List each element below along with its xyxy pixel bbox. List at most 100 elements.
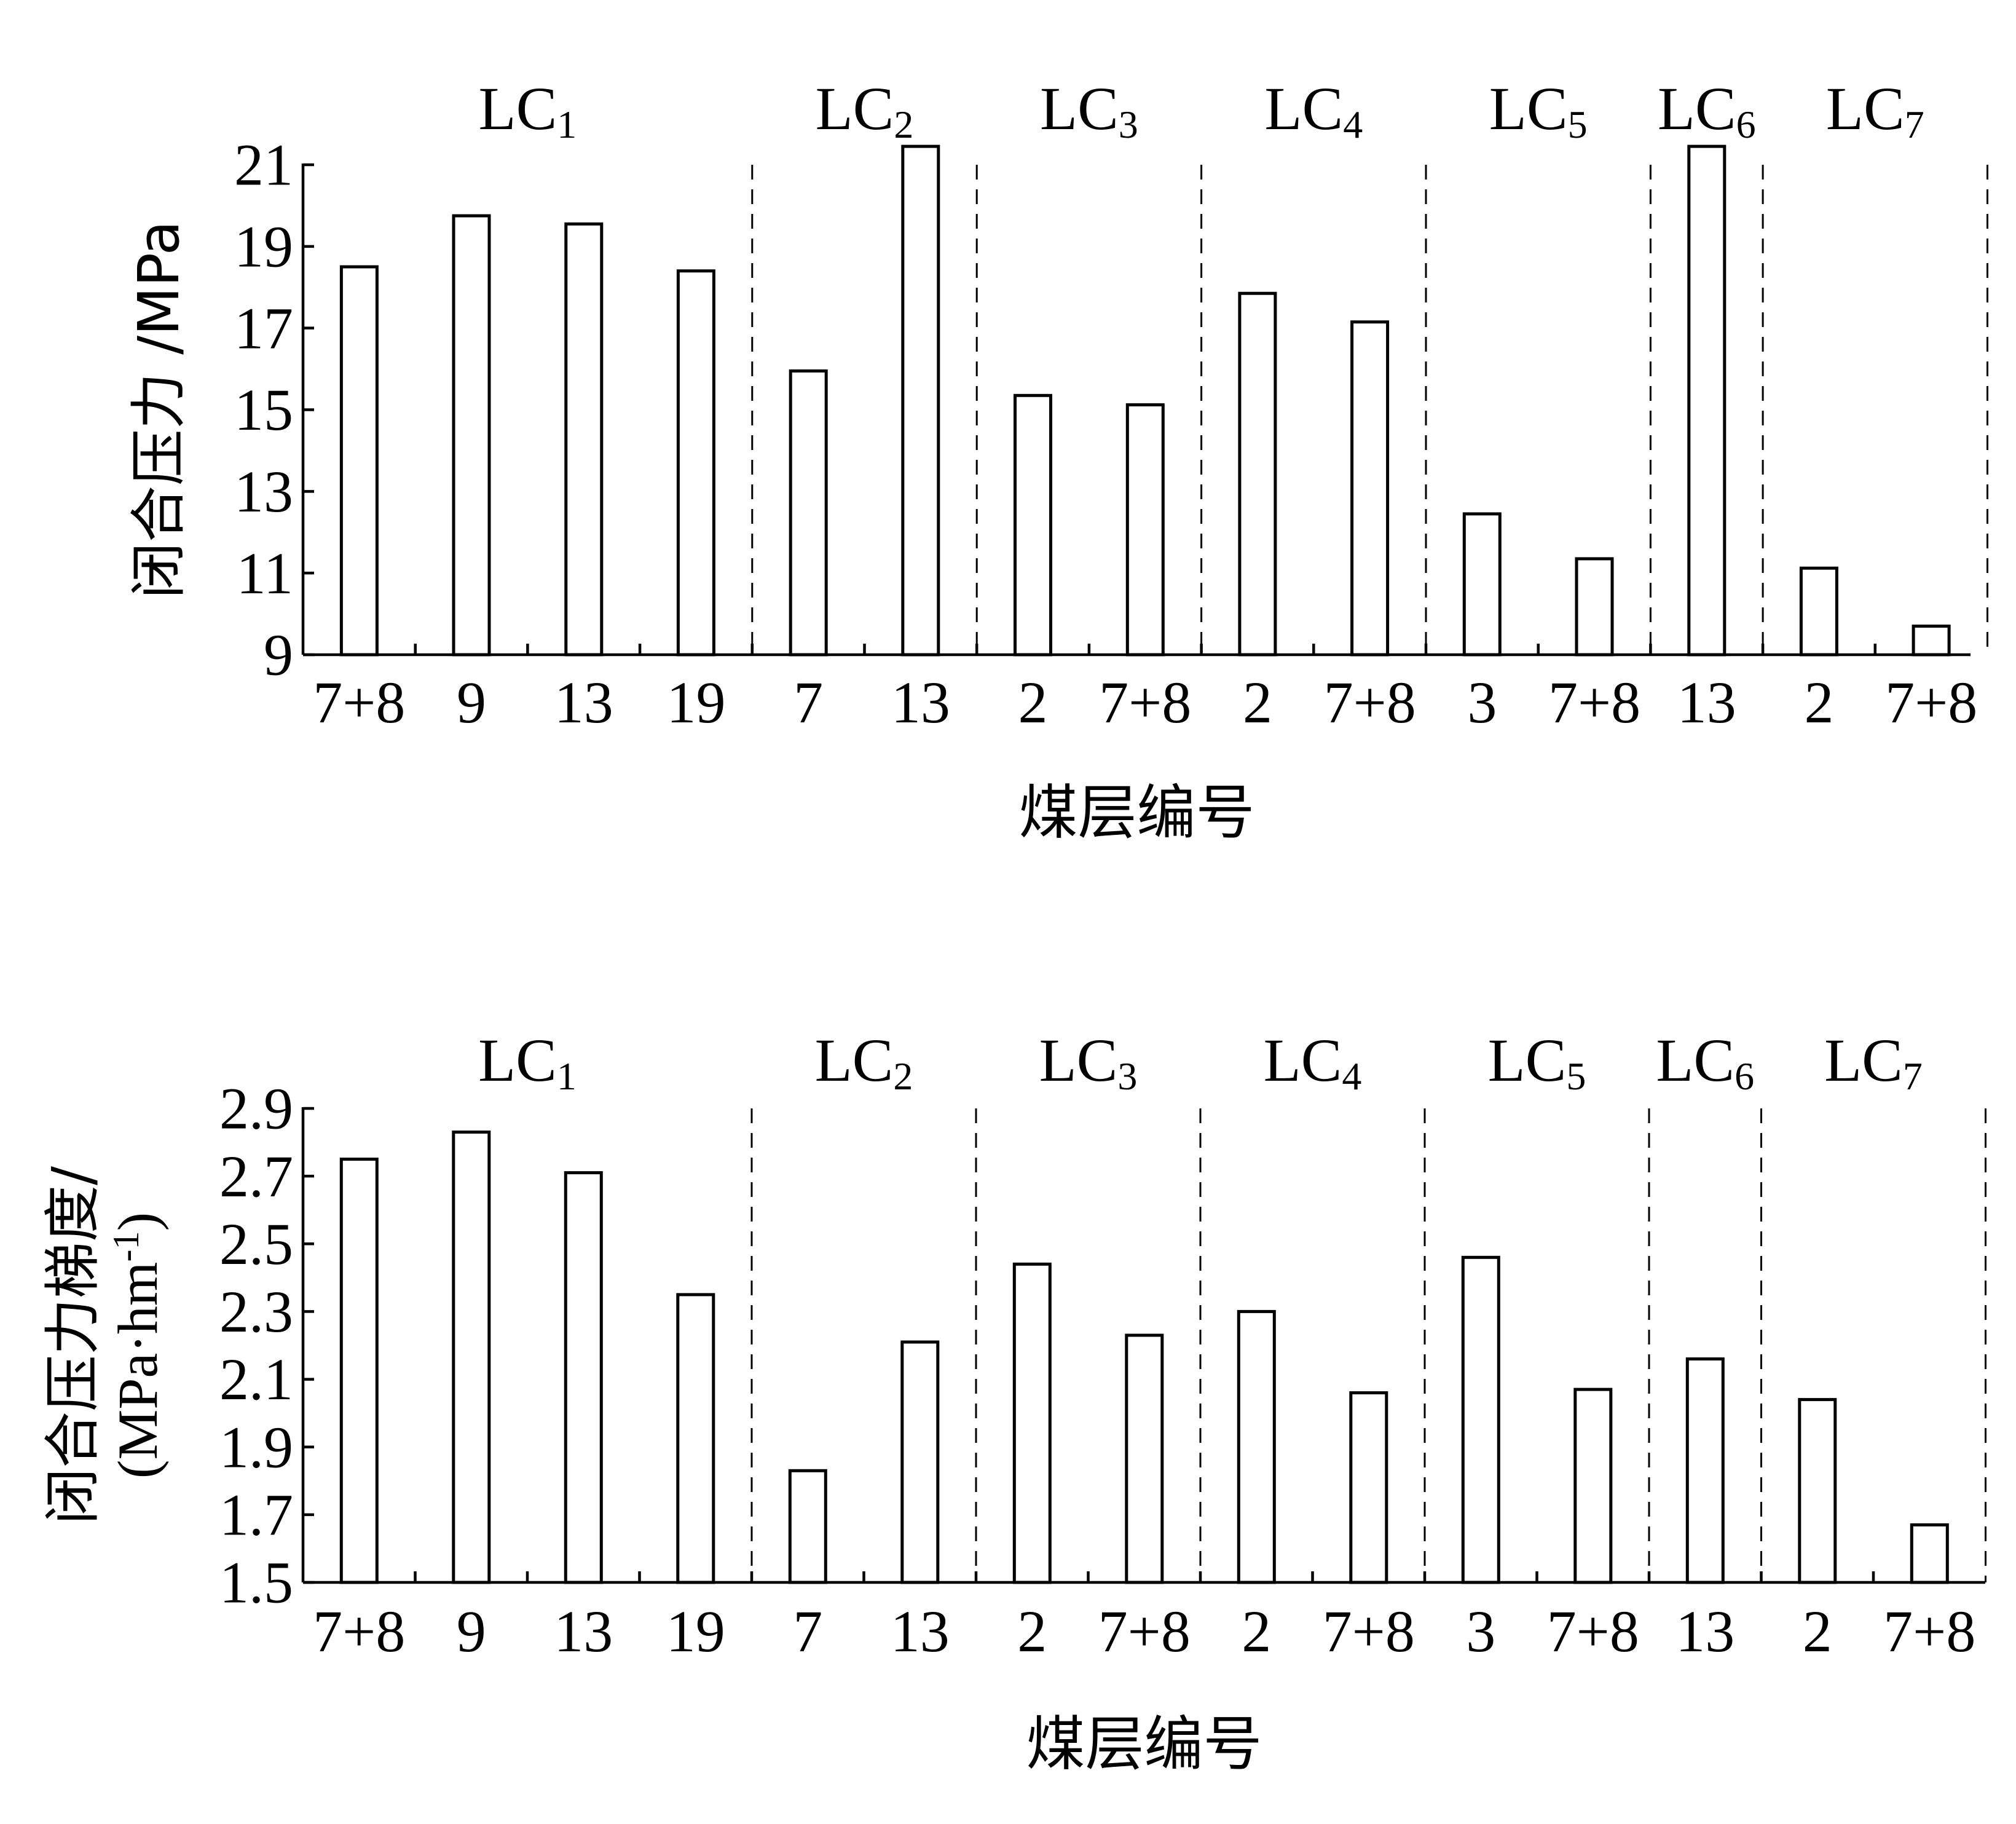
group-label-prefix: LC [478, 1026, 557, 1094]
group-label-lc1: LC1 [478, 1026, 577, 1098]
y-tick-label: 11 [237, 540, 293, 606]
bar-9 [1238, 291, 1277, 657]
x-tick-label: 7+8 [1547, 1598, 1639, 1664]
group-label-lc5: LC5 [1488, 1026, 1586, 1098]
bar-2 [452, 1131, 491, 1584]
group-label-subscript: 5 [1566, 1054, 1586, 1098]
y-axis-title-line-2: (MPa·hm-1) [106, 1212, 169, 1479]
x-tick-label: 7+8 [313, 669, 405, 735]
group-label-prefix: LC [1826, 74, 1905, 143]
group-label-prefix: LC [1489, 74, 1568, 143]
bar-7 [1012, 1262, 1052, 1584]
group-label-lc4: LC4 [1264, 74, 1363, 146]
x-tick-label: 13 [554, 669, 613, 735]
y-tick-label: 9 [264, 622, 293, 688]
bar-1 [339, 265, 379, 657]
x-tick-label: 13 [1675, 1598, 1734, 1664]
group-label-prefix: LC [1656, 1026, 1734, 1094]
y-tick-label: 19 [234, 213, 293, 279]
x-tick-label: 7+8 [1883, 1598, 1975, 1664]
bar-2 [452, 214, 491, 657]
group-label-subscript: 1 [557, 103, 577, 146]
bar-15 [1912, 625, 1951, 657]
y-tick-label: 2.9 [219, 1076, 293, 1142]
x-tick-label: 2 [1018, 669, 1048, 735]
group-label-prefix: LC [1824, 1026, 1903, 1094]
bar-5 [788, 1469, 827, 1584]
bar-8 [1125, 1333, 1164, 1584]
panel-2: 1.51.71.92.12.32.52.72.97+8 9 13 19 7 13 2 7+8 2… [40, 1026, 1986, 1779]
y-tick-label: 21 [234, 132, 293, 198]
y-tick-label: 13 [234, 459, 293, 524]
group-label-prefix: LC [1264, 1026, 1342, 1094]
bar-13 [1687, 144, 1727, 657]
group-label-subscript: 7 [1905, 103, 1924, 146]
bar-15 [1910, 1523, 1949, 1584]
group-label-subscript: 1 [557, 1054, 577, 1098]
bar-11 [1462, 512, 1502, 657]
x-axis-title: 煤层编号 [1019, 778, 1255, 847]
y-axis-title: 闭合压力 /MPa [126, 221, 192, 599]
x-tick-label: 3 [1467, 669, 1497, 735]
bar-13 [1685, 1357, 1725, 1584]
bar-6 [901, 144, 940, 657]
group-label-lc7: LC7 [1824, 1026, 1923, 1098]
bar-6 [900, 1340, 940, 1584]
y-tick-label: 17 [234, 295, 293, 361]
x-tick-label: 7+8 [1324, 669, 1416, 735]
x-tick-label: 7 [793, 669, 823, 735]
group-label-lc2: LC2 [815, 1026, 913, 1098]
group-label-prefix: LC [1488, 1026, 1567, 1094]
group-label-lc6: LC6 [1656, 1026, 1754, 1098]
x-tick-label: 2 [1242, 1598, 1271, 1664]
bar-4 [676, 1293, 715, 1584]
bar-14 [1798, 1398, 1837, 1584]
x-tick-label: 7+8 [1098, 1598, 1191, 1664]
group-label-prefix: LC [1264, 74, 1343, 143]
group-label-lc5: LC5 [1489, 74, 1588, 146]
group-label-prefix: LC [1658, 74, 1736, 143]
group-label-subscript: 5 [1568, 103, 1588, 146]
group-label-prefix: LC [815, 1026, 894, 1094]
x-tick-label: 7 [793, 1598, 822, 1664]
y-tick-label: 2.1 [219, 1346, 293, 1412]
group-label-subscript: 2 [893, 1054, 913, 1098]
group-label-lc3: LC3 [1039, 1026, 1138, 1098]
bar-12 [1575, 557, 1614, 657]
x-tick-label: 7+8 [1323, 1598, 1415, 1664]
bar-1 [339, 1158, 379, 1584]
group-label-prefix: LC [479, 74, 557, 143]
x-axis-title: 煤层编号 [1026, 1710, 1262, 1779]
bar-8 [1125, 403, 1165, 657]
group-label-subscript: 6 [1734, 1054, 1754, 1098]
bar-3 [564, 222, 604, 657]
group-label-subscript: 3 [1119, 103, 1138, 146]
y-tick-label: 2.3 [219, 1279, 293, 1344]
group-label-subscript: 4 [1342, 1054, 1361, 1098]
bar-5 [789, 369, 828, 657]
x-tick-label: 2 [1804, 669, 1833, 735]
bar-14 [1799, 566, 1838, 657]
bar-7 [1014, 393, 1052, 657]
group-label-subscript: 7 [1903, 1054, 1923, 1098]
bar-11 [1461, 1255, 1500, 1584]
x-tick-label: 9 [457, 669, 486, 735]
x-tick-label: 2 [1017, 1598, 1047, 1664]
x-tick-label: 19 [666, 1598, 725, 1664]
y-tick-label: 2.7 [219, 1143, 293, 1209]
x-tick-label: 7+8 [1548, 669, 1640, 735]
group-label-prefix: LC [816, 74, 894, 143]
group-label-subscript: 2 [894, 103, 913, 146]
x-tick-label: 13 [891, 1598, 950, 1664]
y-tick-label: 15 [234, 377, 293, 443]
group-label-lc6: LC6 [1658, 74, 1756, 146]
bar-4 [676, 269, 715, 657]
x-tick-label: 9 [457, 1598, 486, 1664]
x-tick-label: 13 [554, 1598, 613, 1664]
y-tick-label: 2.5 [219, 1211, 293, 1277]
group-label-lc3: LC3 [1040, 74, 1138, 146]
group-label-subscript: 4 [1343, 103, 1363, 146]
group-label-lc4: LC4 [1264, 1026, 1362, 1098]
